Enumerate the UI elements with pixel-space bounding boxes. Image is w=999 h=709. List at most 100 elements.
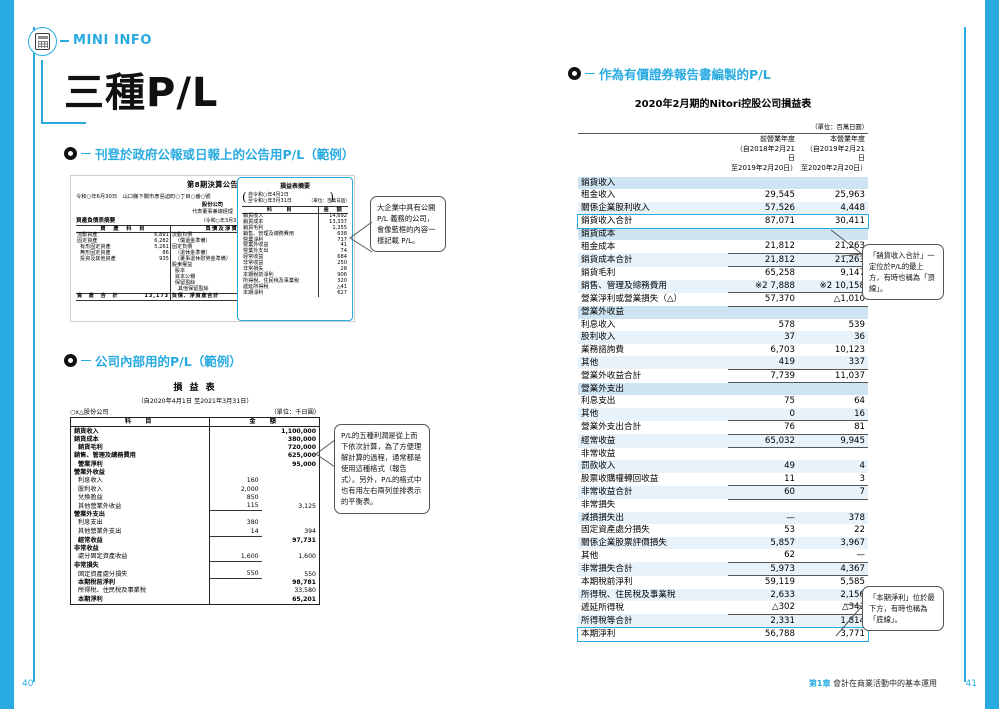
pl-item: 其他營業外支出 (78, 528, 122, 535)
pl-value: 98,781 (292, 579, 316, 587)
table-row: 營業外支出 (578, 382, 868, 396)
liability-name: （退休金準備） (169, 250, 262, 257)
table-row: 非常損失 28 (242, 266, 348, 274)
table-row: 所得稅、住民稅及事業稅 2,633 2,156 (578, 588, 868, 602)
table-row: 銷貨毛利 1,355 (242, 225, 348, 232)
table-header-row: 資 產 科 目 負債及淨資產科目 (76, 224, 292, 234)
section-label: 刊登於政府公報或日報上的公告用P/L（範例） (95, 147, 355, 162)
pl-summary-table: 科 目 金 額 銷貨收入 14,692 銷貨成本 13,337 銷貨毛利 1,355 銷售、… (242, 205, 348, 298)
pl-value: 1,355 (317, 225, 348, 232)
pl-item: 營業外支出 (243, 248, 269, 255)
curr-year-value: 337 (798, 356, 868, 370)
prev-year-value: 29,545 (764, 190, 795, 201)
pl-item: 非常損失 (243, 266, 264, 273)
calculator-glyph (35, 33, 50, 50)
table-row: 非常收益合計 60 7 (578, 485, 868, 500)
table-row: 罰款收入 49 4 (578, 460, 868, 473)
liability-name: 股本 (169, 268, 262, 275)
table-row: 所得稅等合計 2,331 1,814 (578, 614, 868, 629)
table-row: 經常收益 65,032 9,945 (578, 434, 868, 449)
bs-label: 資產負債表摘要 (76, 218, 116, 224)
pl-subvalue (209, 460, 262, 469)
table-row: 銷貨毛利 65,258 9,147 (578, 267, 868, 280)
pl-value (262, 562, 320, 570)
asset-name: 投資及其他資產 (80, 256, 116, 262)
pl-value: 380,000 (287, 435, 316, 443)
curr-year-value: 10,123 (834, 344, 865, 355)
curr-year-value: 5,585 (840, 577, 865, 588)
pl-item: 其他 (581, 550, 599, 561)
pl-subvalue (209, 426, 262, 436)
table-row: 遞延所得稅 △41 (242, 284, 348, 292)
asset-value: 5,261 (154, 244, 169, 251)
pl-value: 65,201 (292, 595, 316, 603)
pl-value: 1,100,000 (281, 427, 316, 435)
asset-name: 流動資產 (77, 232, 98, 239)
prev-year-value: 11 (728, 472, 798, 487)
pl-item: 其他 (578, 356, 728, 370)
curr-year-value: 3,967 (798, 536, 868, 550)
pl-item: 關係企業股利收入 (578, 201, 728, 215)
pl-value: 33,580 (294, 587, 316, 595)
pl-item: 所得稅、住民稅及事業稅 (78, 587, 147, 595)
table-header-row: 前營業年度 （自2018年2月21日 至2019年2月20日） 本營業年度 （自… (578, 134, 868, 177)
curr-year-value: ※2 10,158 (798, 279, 868, 294)
asset-value: 935 (159, 256, 169, 262)
table-row: 銷售、管理及總務費用 ※2 7,888 ※2 10,158 (578, 279, 868, 294)
pl-item: 銷貨成本 (243, 218, 264, 225)
footer-chapter: 第1章 會計在商業活動中的基本運用 (809, 678, 937, 689)
prev-year-value: 59,119 (764, 577, 795, 588)
pl-item: 遞延所得稅 (243, 284, 269, 291)
prev-year-value: 7,739 (728, 369, 798, 384)
pl-subvalue: 1,600 (209, 553, 262, 563)
table-row: 其他 0 16 (578, 407, 868, 422)
pl-item: 銷貨收入 (74, 427, 99, 435)
callout-top-line-tail (830, 229, 864, 257)
liability-name: 股東權益 (169, 262, 262, 269)
pl-subvalue (209, 544, 262, 553)
pl-value: 720,000 (287, 444, 316, 452)
curr-year-value: 2,156 (798, 588, 868, 602)
pl-value: 684 (317, 254, 348, 262)
asset-name: 固定資產 (77, 238, 98, 245)
col-amount: 金 額 (209, 417, 320, 428)
table-row: 非常收益 (578, 448, 868, 461)
curr-year-value (798, 448, 868, 461)
prev-year-value: 5,973 (728, 562, 798, 577)
header-connector-mid (41, 60, 43, 98)
pl-item: 固定資產處分損失 (581, 525, 650, 536)
curr-year-value: 22 (854, 525, 865, 536)
pl-item: 營業外收益 (74, 469, 105, 477)
table-row: 減損損失出 —378 (578, 511, 868, 525)
liability-name: 資本公積 (169, 274, 262, 281)
bullet-icon (568, 67, 581, 80)
prev-year-value: 76 (728, 420, 798, 435)
pl-item: 營業外收益 (578, 306, 728, 319)
pl-item: 利息支出 (78, 519, 103, 527)
pl-item: 營業外支出合計 (581, 422, 642, 433)
section-label: 作為有價證券報告書編製的P/L (599, 67, 771, 82)
pl-value: 550 (304, 570, 316, 578)
pl-item: 營業淨利 (243, 236, 264, 243)
pl-item: 固定資產處分損失 (78, 570, 128, 578)
pl-subvalue: 160 (209, 477, 262, 486)
pl-item: 銷售、管理及總務費用 (243, 230, 294, 237)
assets-total-label: 資 產 合 計 (76, 292, 141, 301)
pl-item: 經常收益 (578, 434, 728, 448)
table-row: 銷貨成本 13,337 (242, 218, 348, 226)
pl-subvalue (209, 468, 262, 478)
left-bleed-bar (0, 0, 14, 709)
pl-item: 遞延所得稅 (581, 602, 624, 613)
callout-internal-pl-tail (315, 439, 336, 468)
assets-total-value: 13,173 (140, 292, 171, 301)
pl-item: 其他營業外收益 (78, 502, 122, 510)
table-row: 本期稅前淨利 59,119 5,585 (578, 576, 868, 589)
prev-year-value: 65,032 (728, 434, 798, 449)
prev-year-value: 37 (728, 331, 798, 344)
left-vertical-rule (33, 27, 35, 682)
pl-item: 營業外支出 (74, 511, 105, 519)
pl-subvalue (209, 443, 262, 453)
prev-year-value: 5,857 (728, 536, 798, 550)
pl-item: 本期淨利 (581, 629, 616, 640)
table-row: 銷貨毛利 720,000 (71, 443, 320, 453)
